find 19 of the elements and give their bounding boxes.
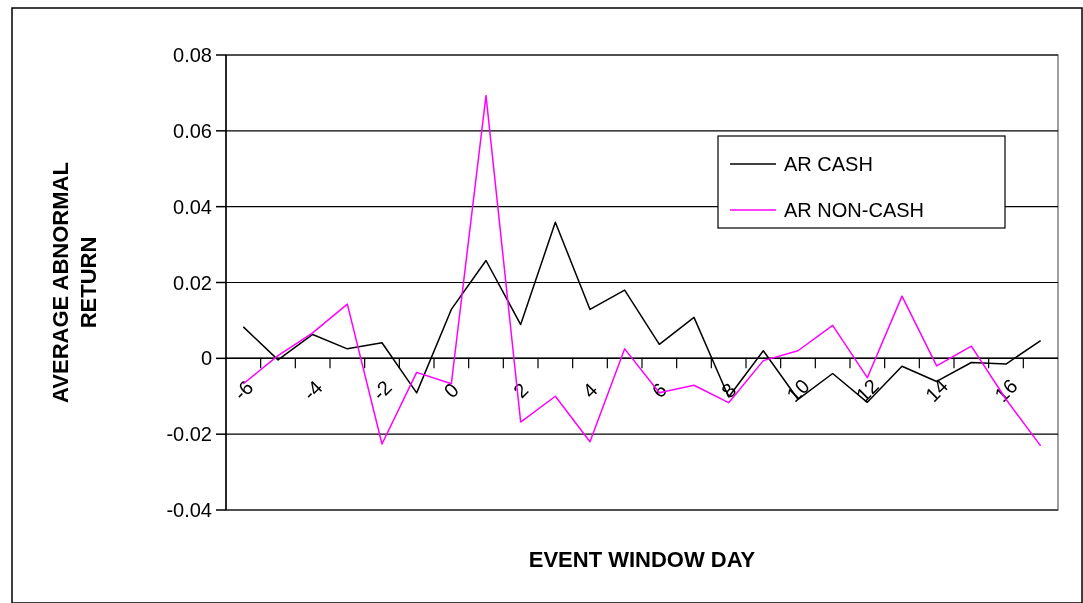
legend-label: AR CASH [784,153,873,175]
y-tick-label: 0.06 [173,119,212,142]
x-tick-label: -2 [367,376,397,405]
legend-label: AR NON-CASH [784,199,925,221]
x-tick-label: -4 [298,376,327,405]
y-tick-label: 0 [200,347,212,370]
x-tick-label: 12 [851,374,883,406]
x-tick-label: 2 [508,378,533,403]
x-tick-label: 14 [921,374,953,406]
y-tick-label: 0.02 [173,271,212,294]
x-tick-label: 0 [439,378,464,403]
y-tick-label: -0.02 [166,423,212,446]
x-axis-title: EVENT WINDOW DAY [528,547,756,572]
y-tick-label: 0.08 [173,44,212,66]
y-tick-label: 0.04 [173,195,212,218]
y-tick-label: -0.04 [166,499,212,521]
x-tick-label: -6 [229,376,258,405]
y-axis-title: AVERAGE ABNORMAL RETURN [48,162,101,403]
x-tick-label: 4 [578,378,602,403]
